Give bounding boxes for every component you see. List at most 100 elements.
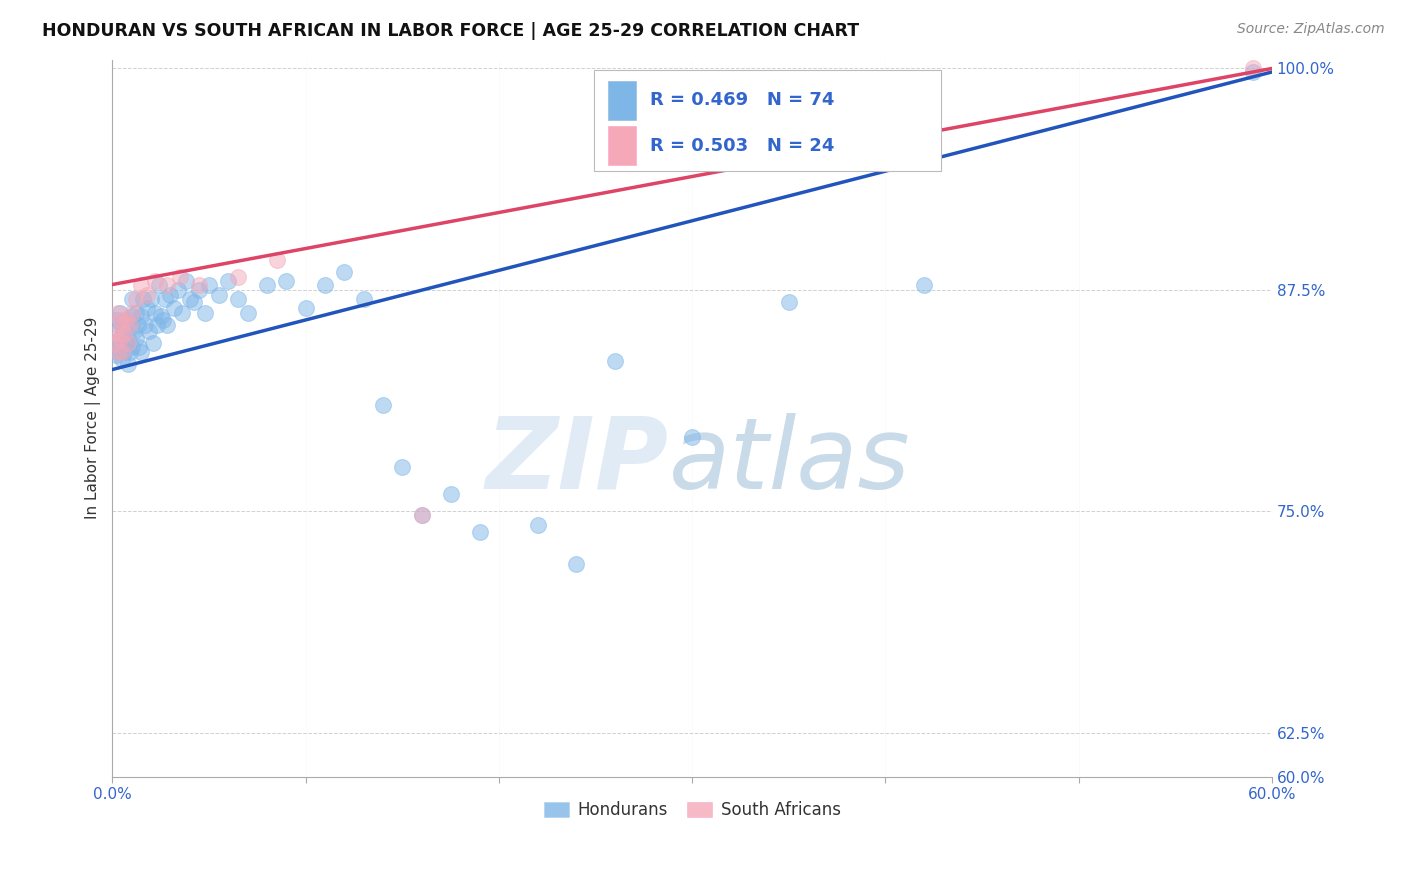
Point [115, 335, 138, 350]
FancyBboxPatch shape [607, 81, 637, 120]
Point [526, 518, 548, 533]
Text: HONDURAN VS SOUTH AFRICAN IN LABOR FORCE | AGE 25-29 CORRELATION CHART: HONDURAN VS SOUTH AFRICAN IN LABOR FORCE… [42, 22, 859, 40]
FancyBboxPatch shape [607, 126, 637, 165]
Point [111, 339, 134, 353]
Point [108, 306, 131, 320]
Text: ZIP: ZIP [486, 413, 669, 509]
Point [118, 318, 141, 333]
Point [105, 348, 128, 362]
Point [107, 318, 129, 333]
Point [128, 339, 150, 353]
Point [226, 270, 249, 285]
Point [111, 351, 134, 366]
Point [107, 344, 129, 359]
Point [170, 306, 193, 320]
Point [131, 277, 153, 292]
Point [294, 301, 316, 315]
Point [107, 306, 129, 320]
Point [353, 292, 375, 306]
Point [159, 288, 181, 302]
Point [136, 301, 159, 315]
Point [115, 313, 138, 327]
Point [132, 292, 155, 306]
Point [391, 459, 413, 474]
Point [121, 306, 143, 320]
Point [226, 292, 249, 306]
Point [117, 335, 139, 350]
Point [139, 292, 162, 306]
Point [108, 313, 131, 327]
Point [124, 306, 146, 320]
Point [198, 277, 221, 292]
Point [108, 331, 131, 345]
Point [152, 313, 174, 327]
Legend: Hondurans, South Africans: Hondurans, South Africans [537, 795, 848, 826]
Point [131, 310, 153, 324]
Point [122, 324, 145, 338]
Point [411, 508, 433, 522]
Point [411, 508, 433, 522]
Point [169, 270, 191, 285]
Point [603, 353, 626, 368]
Point [236, 306, 259, 320]
Point [127, 318, 149, 333]
Point [266, 252, 288, 267]
Point [163, 301, 186, 315]
Point [143, 274, 166, 288]
Point [124, 292, 146, 306]
Text: R = 0.469   N = 74: R = 0.469 N = 74 [651, 92, 835, 110]
Point [179, 292, 201, 306]
Point [107, 344, 129, 359]
Point [276, 274, 298, 288]
Point [124, 331, 146, 345]
Point [112, 324, 135, 338]
Point [121, 292, 143, 306]
Point [118, 344, 141, 359]
Point [183, 295, 205, 310]
Point [153, 292, 176, 306]
Point [439, 486, 461, 500]
Point [1241, 62, 1264, 76]
Point [681, 430, 703, 444]
Point [208, 288, 231, 302]
Point [565, 558, 588, 572]
Point [111, 318, 134, 333]
Point [118, 318, 141, 333]
Point [107, 341, 129, 355]
Point [194, 306, 217, 320]
Point [103, 335, 125, 350]
Point [105, 327, 128, 342]
Point [112, 344, 135, 359]
Point [155, 318, 177, 333]
Point [1241, 65, 1264, 79]
Point [117, 331, 139, 345]
Point [111, 344, 134, 359]
Point [912, 277, 935, 292]
Point [167, 283, 190, 297]
Point [131, 344, 153, 359]
Point [134, 318, 156, 333]
Point [115, 313, 138, 327]
Point [143, 306, 166, 320]
Point [138, 324, 160, 338]
Text: R = 0.503   N = 24: R = 0.503 N = 24 [651, 136, 835, 154]
Point [136, 288, 159, 302]
Y-axis label: In Labor Force | Age 25-29: In Labor Force | Age 25-29 [86, 317, 101, 519]
Point [117, 357, 139, 371]
Point [111, 318, 134, 333]
Point [121, 310, 143, 324]
Point [103, 335, 125, 350]
Point [146, 318, 169, 333]
FancyBboxPatch shape [593, 70, 942, 170]
Text: Source: ZipAtlas.com: Source: ZipAtlas.com [1237, 22, 1385, 37]
Point [121, 339, 143, 353]
Point [188, 283, 211, 297]
Point [155, 277, 177, 292]
Point [333, 265, 356, 279]
Point [105, 313, 128, 327]
Point [217, 274, 239, 288]
Point [468, 525, 491, 540]
Point [149, 310, 172, 324]
Point [188, 277, 211, 292]
Point [108, 331, 131, 345]
